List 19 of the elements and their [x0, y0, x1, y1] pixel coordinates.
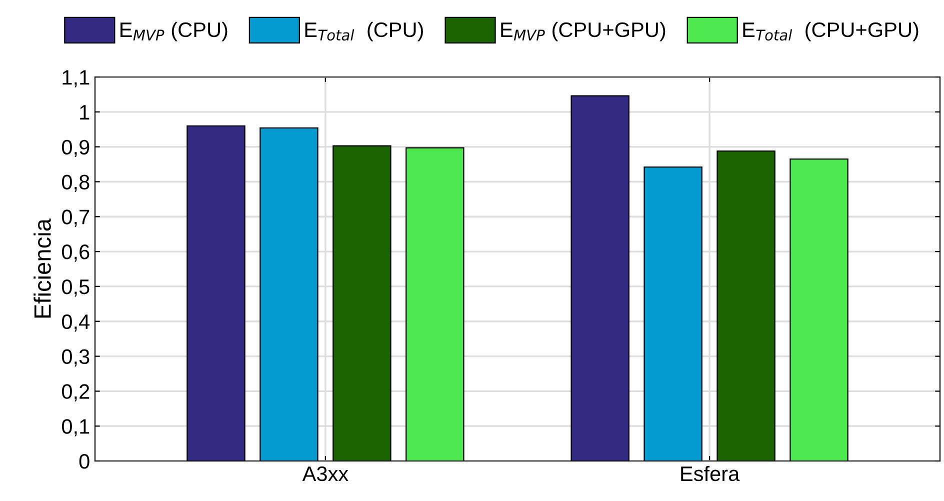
y-axis-title: Eficiencia — [34, 218, 51, 318]
legend-label: E$_{Total}$ (CPU+GPU) — [743, 22, 918, 42]
y-tick-label: 0,4 — [62, 314, 90, 332]
y-tick-label: 0,1 — [62, 419, 90, 436]
legend-label: E$_{Total}$ (CPU) — [305, 22, 423, 42]
legend-label: E$_{MVP}$ (CPU+GPU) — [501, 22, 666, 42]
y-tick-label: 1,1 — [62, 70, 90, 88]
y-tick-label: 0,9 — [62, 140, 90, 158]
y-tick-label: 0,6 — [62, 244, 90, 262]
legend-label: E$_{MVP}$ (CPU) — [120, 22, 228, 42]
y-tick-label: 0,8 — [62, 174, 90, 192]
x-tick-label: Esfera — [681, 466, 740, 482]
y-tick-label: 0,7 — [62, 210, 90, 227]
y-tick-label: 0,3 — [62, 349, 90, 366]
y-tick-label: 0 — [79, 454, 90, 469]
y-tick-label: 1 — [80, 105, 90, 120]
x-tick-label: A3xx — [302, 466, 348, 482]
y-tick-label: 0,5 — [62, 279, 90, 297]
y-tick-label: 0,2 — [62, 384, 90, 402]
